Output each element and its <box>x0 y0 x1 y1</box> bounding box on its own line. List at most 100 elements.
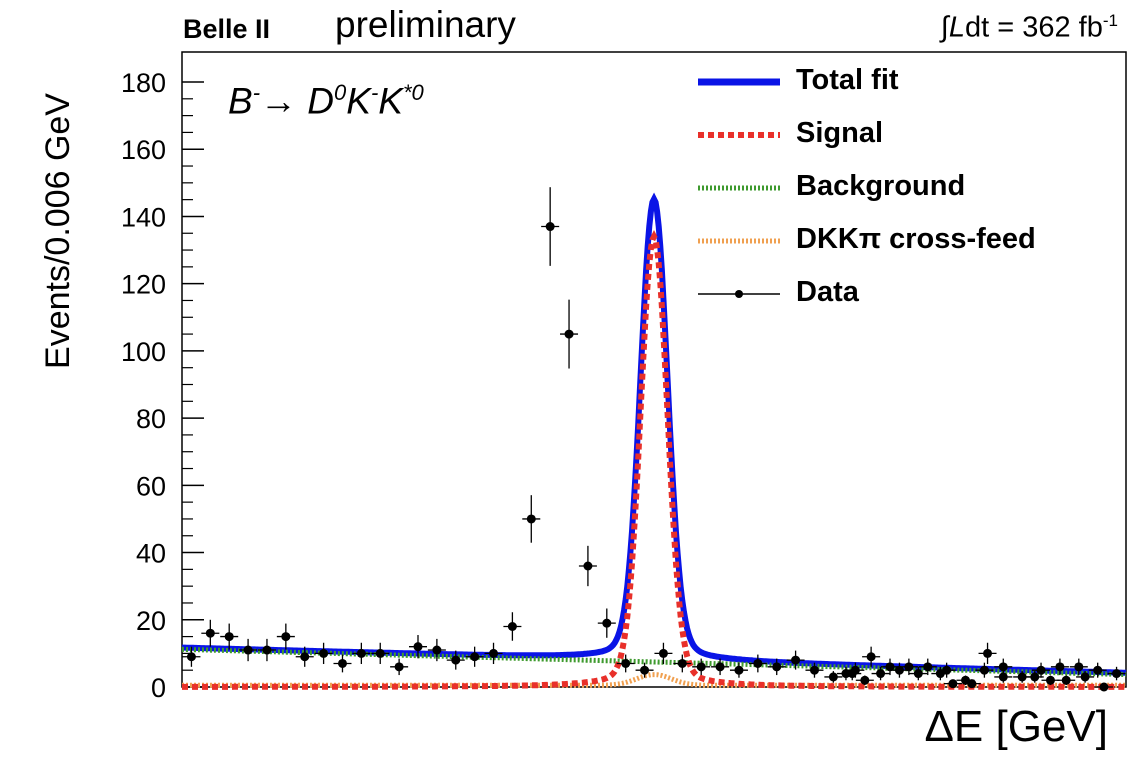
lumi-integral: ∫ <box>940 11 949 44</box>
data-point <box>616 654 635 673</box>
data-marker <box>281 632 291 642</box>
data-point <box>314 642 333 665</box>
data-marker <box>1080 672 1090 682</box>
data-point <box>729 662 748 678</box>
data-marker <box>904 662 914 672</box>
data-point <box>805 662 824 678</box>
decay-arrow: → <box>260 80 308 122</box>
y-tick-label: 120 <box>121 270 166 300</box>
data-marker <box>841 669 851 679</box>
plot-frame <box>181 51 1127 688</box>
data-point <box>1057 675 1076 686</box>
decay-k: K <box>346 80 371 122</box>
axes: 0 20 40 60 80 100 120 140 160 180 <box>121 68 204 703</box>
data-marker <box>734 665 744 675</box>
data-marker <box>356 648 366 658</box>
data-point <box>295 646 314 667</box>
legend-label-background: Background <box>796 170 966 202</box>
data-point <box>786 650 805 670</box>
data-point <box>836 666 855 681</box>
data-marker <box>809 665 819 675</box>
y-tick-label: 40 <box>136 539 166 569</box>
decay-label: B-→ D0K-K*0 <box>228 80 424 122</box>
lumi-l: L <box>948 11 965 44</box>
data-point <box>824 671 843 683</box>
data-marker <box>583 561 593 571</box>
decay-b-charge: - <box>252 80 261 105</box>
decay-d-charge: 0 <box>334 80 347 105</box>
data-marker <box>394 662 404 672</box>
data-marker <box>375 648 385 658</box>
data-marker <box>432 645 442 655</box>
decay-kstar: K <box>378 80 403 122</box>
data-marker <box>860 675 870 685</box>
data-point <box>1050 658 1069 676</box>
data-marker <box>772 662 782 672</box>
luminosity-label: ∫Ldt = 362 fb-1 <box>941 12 1118 43</box>
data-point <box>931 666 950 681</box>
data-marker <box>489 648 499 658</box>
data-marker <box>205 628 215 638</box>
data-marker <box>979 665 989 675</box>
data-marker <box>640 665 650 675</box>
data-point <box>239 638 258 662</box>
data-point <box>692 658 711 676</box>
legend-label-signal: Signal <box>796 117 884 149</box>
data-marker <box>1045 675 1055 685</box>
x-axis-label: ΔE [GeV] <box>924 702 1108 751</box>
decay-k-charge: - <box>370 80 379 105</box>
lumi-exponent: -1 <box>1102 11 1118 30</box>
lumi-d: dt <box>965 11 990 44</box>
total-fit-curve <box>182 192 1127 676</box>
data-point <box>333 654 352 673</box>
data-points <box>182 187 1126 692</box>
data-point <box>855 675 874 686</box>
data-point <box>352 642 371 665</box>
data-marker <box>1099 682 1109 692</box>
data-marker <box>621 658 631 668</box>
data-marker <box>967 679 977 689</box>
legend-label-crossfeed: DKKπ cross-feed <box>796 223 1036 255</box>
data-marker <box>998 662 1008 672</box>
data-marker <box>791 655 801 665</box>
data-point <box>541 187 560 266</box>
data-marker <box>1030 672 1040 682</box>
data-point <box>201 619 220 647</box>
data-marker <box>998 672 1008 682</box>
data-marker <box>885 662 895 672</box>
data-point <box>560 299 579 369</box>
data-point <box>1107 666 1126 681</box>
data-point <box>220 623 239 650</box>
data-point <box>711 658 730 676</box>
data-marker <box>1036 665 1046 675</box>
legend-label-total: Total fit <box>796 64 899 96</box>
data-point <box>767 658 786 676</box>
data-marker <box>715 662 725 672</box>
data-point <box>182 646 201 667</box>
data-marker <box>470 652 480 662</box>
data-point <box>962 679 981 689</box>
data-point <box>890 662 909 678</box>
decay-b: B <box>228 80 253 122</box>
data-point <box>899 658 918 676</box>
data-marker <box>526 514 536 524</box>
data-point <box>881 658 899 676</box>
data-point <box>597 608 616 638</box>
data-marker <box>876 669 886 679</box>
status-label: preliminary <box>335 4 516 45</box>
decay-kstar-charge: *0 <box>402 80 424 105</box>
data-point <box>978 642 997 665</box>
data-marker <box>677 658 687 668</box>
y-axis-label: Events/0.006 GeV <box>39 93 77 369</box>
data-marker <box>1112 669 1122 679</box>
data-point <box>427 638 446 662</box>
data-marker <box>1017 672 1027 682</box>
data-point <box>409 635 427 659</box>
y-tick-label: 20 <box>136 606 166 636</box>
legend-label-data: Data <box>796 276 859 308</box>
data-marker <box>983 648 993 658</box>
data-point <box>994 671 1013 683</box>
data-point <box>257 638 276 662</box>
experiment-label: Belle II <box>183 14 271 44</box>
